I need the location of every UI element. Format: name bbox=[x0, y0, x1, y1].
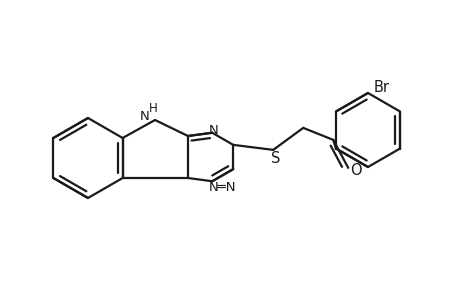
Text: O: O bbox=[350, 164, 361, 178]
Text: S: S bbox=[270, 152, 280, 166]
Text: Br: Br bbox=[373, 80, 389, 94]
Text: N: N bbox=[208, 124, 218, 137]
Text: N═N: N═N bbox=[208, 181, 236, 194]
Text: H: H bbox=[148, 103, 157, 116]
Text: N: N bbox=[140, 110, 150, 124]
